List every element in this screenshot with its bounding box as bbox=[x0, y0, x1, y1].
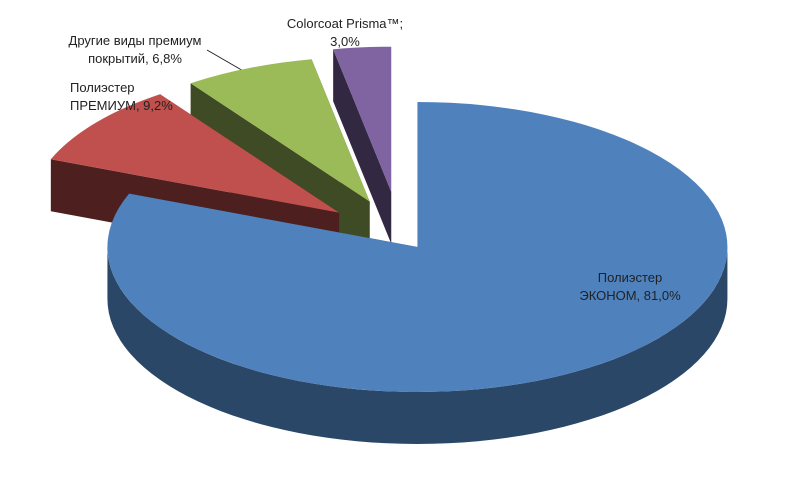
data-label: Другие виды премиум покрытий, 6,8% bbox=[69, 33, 202, 66]
slice-side bbox=[333, 49, 392, 244]
data-label-line: 3,0% bbox=[330, 34, 360, 49]
data-label-line: Colorcoat Prisma™; bbox=[287, 16, 403, 31]
data-label-line: Полиэстер bbox=[598, 270, 663, 285]
slice bbox=[190, 59, 370, 202]
slice bbox=[107, 101, 728, 392]
data-label-line: Полиэстер bbox=[70, 80, 135, 95]
data-label-line: Другие виды премиум bbox=[69, 33, 202, 48]
slice bbox=[333, 46, 392, 192]
data-label: Colorcoat Prisma™; 3,0% bbox=[287, 16, 403, 49]
data-label-line: ЭКОНОМ, 81,0% bbox=[579, 288, 681, 303]
data-label: Полиэстер ЭКОНОМ, 81,0% bbox=[579, 270, 681, 303]
slice-side bbox=[107, 246, 728, 444]
data-label: Полиэстер ПРЕМИУМ, 9,2% bbox=[70, 80, 173, 113]
data-label-line: покрытий, 6,8% bbox=[88, 51, 182, 66]
slice bbox=[50, 94, 340, 213]
data-label-line: ПРЕМИУМ, 9,2% bbox=[70, 98, 173, 113]
